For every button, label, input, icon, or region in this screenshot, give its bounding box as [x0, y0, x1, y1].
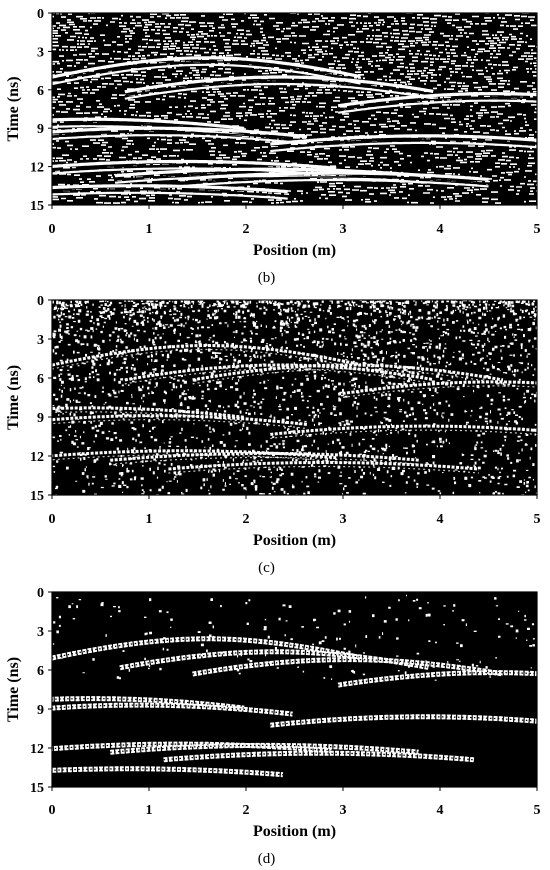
y-tick-label: 6 — [37, 372, 44, 387]
x-tick-label: 3 — [340, 222, 347, 237]
radargram-image — [52, 300, 537, 495]
x-tick-label: 5 — [534, 512, 541, 527]
hyperbola-reflection — [52, 414, 308, 430]
hyperbola-reflection — [337, 670, 537, 688]
hyperbola-reflection — [52, 636, 361, 661]
y-tick-label: 15 — [30, 199, 44, 214]
radargram-background — [52, 592, 537, 787]
x-tick-label: 2 — [243, 512, 250, 527]
x-axis-label: Position (m) — [253, 823, 336, 840]
panel-caption: (c) — [258, 560, 275, 576]
radargram-background — [52, 300, 537, 495]
hyperbola-reflection — [192, 363, 504, 385]
radargram-image — [52, 594, 537, 778]
noise-texture — [52, 300, 537, 495]
y-tick-label: 6 — [37, 664, 44, 679]
hyperbola-reflection — [124, 75, 434, 100]
y-tick-label: 0 — [37, 7, 44, 22]
x-tick-label: 2 — [243, 222, 250, 237]
hyperbola-reflection — [52, 406, 245, 422]
panel-caption: (b) — [258, 270, 276, 286]
hyperbola-reflection — [270, 134, 537, 153]
y-tick-label: 12 — [30, 450, 44, 465]
hyperbola-reflection — [110, 451, 419, 465]
x-tick-label: 4 — [437, 803, 444, 818]
y-tick-label: 0 — [37, 586, 44, 601]
y-tick-label: 9 — [37, 703, 44, 718]
x-tick-label: 0 — [49, 512, 56, 527]
hyperbola-reflection — [337, 92, 537, 114]
hyperbola-reflection — [337, 380, 537, 399]
y-axis-label: Time (ns) — [5, 76, 22, 141]
y-tick-label: 3 — [37, 45, 44, 60]
hyperbola-reflection — [52, 126, 308, 145]
y-tick-label: 0 — [37, 294, 44, 309]
x-tick-label: 0 — [49, 803, 56, 818]
y-axis-label: Time (ns) — [5, 365, 22, 430]
hyperbola-reflection — [52, 702, 293, 717]
hyperbola-reflection — [178, 171, 489, 188]
plot-frame — [51, 12, 538, 206]
hyperbola-reflection — [270, 424, 537, 439]
y-tick-label: 9 — [37, 122, 44, 137]
noise-texture — [52, 13, 537, 204]
x-tick-label: 0 — [49, 222, 56, 237]
y-tick-label: 6 — [37, 84, 44, 99]
x-tick-label: 5 — [534, 803, 541, 818]
plot-frame — [51, 299, 538, 496]
y-tick-label: 15 — [30, 489, 44, 504]
y-tick-label: 12 — [30, 161, 44, 176]
y-tick-label: 12 — [30, 742, 44, 757]
y-tick-label: 9 — [37, 411, 44, 426]
hyperbola-reflection — [52, 449, 337, 463]
hyperbola-reflection — [52, 766, 284, 778]
hyperbola-reflection — [52, 184, 288, 200]
hyperbola-reflection — [192, 657, 504, 677]
y-tick-label: 3 — [37, 625, 44, 640]
x-tick-label: 1 — [146, 803, 153, 818]
hyperbola-reflection — [52, 696, 245, 711]
x-tick-label: 2 — [243, 803, 250, 818]
x-tick-label: 3 — [340, 803, 347, 818]
y-tick-label: 15 — [30, 781, 44, 796]
x-tick-label: 1 — [146, 222, 153, 237]
x-tick-label: 4 — [437, 512, 444, 527]
x-tick-label: 5 — [534, 222, 541, 237]
radargram-image — [52, 13, 537, 204]
hyperbola-reflection — [168, 461, 479, 474]
y-axis-label: Time (ns) — [5, 657, 22, 722]
panel-caption: (d) — [258, 851, 276, 867]
x-axis-label: Position (m) — [253, 242, 336, 259]
x-tick-label: 3 — [340, 512, 347, 527]
y-tick-label: 3 — [37, 333, 44, 348]
hyperbola-reflection — [109, 742, 419, 755]
x-tick-label: 1 — [146, 512, 153, 527]
hyperbola-reflection — [52, 344, 361, 370]
x-tick-label: 4 — [437, 222, 444, 237]
x-axis-label: Position (m) — [253, 532, 336, 549]
plot-frame — [51, 591, 538, 788]
hyperbola-reflection — [52, 56, 361, 86]
